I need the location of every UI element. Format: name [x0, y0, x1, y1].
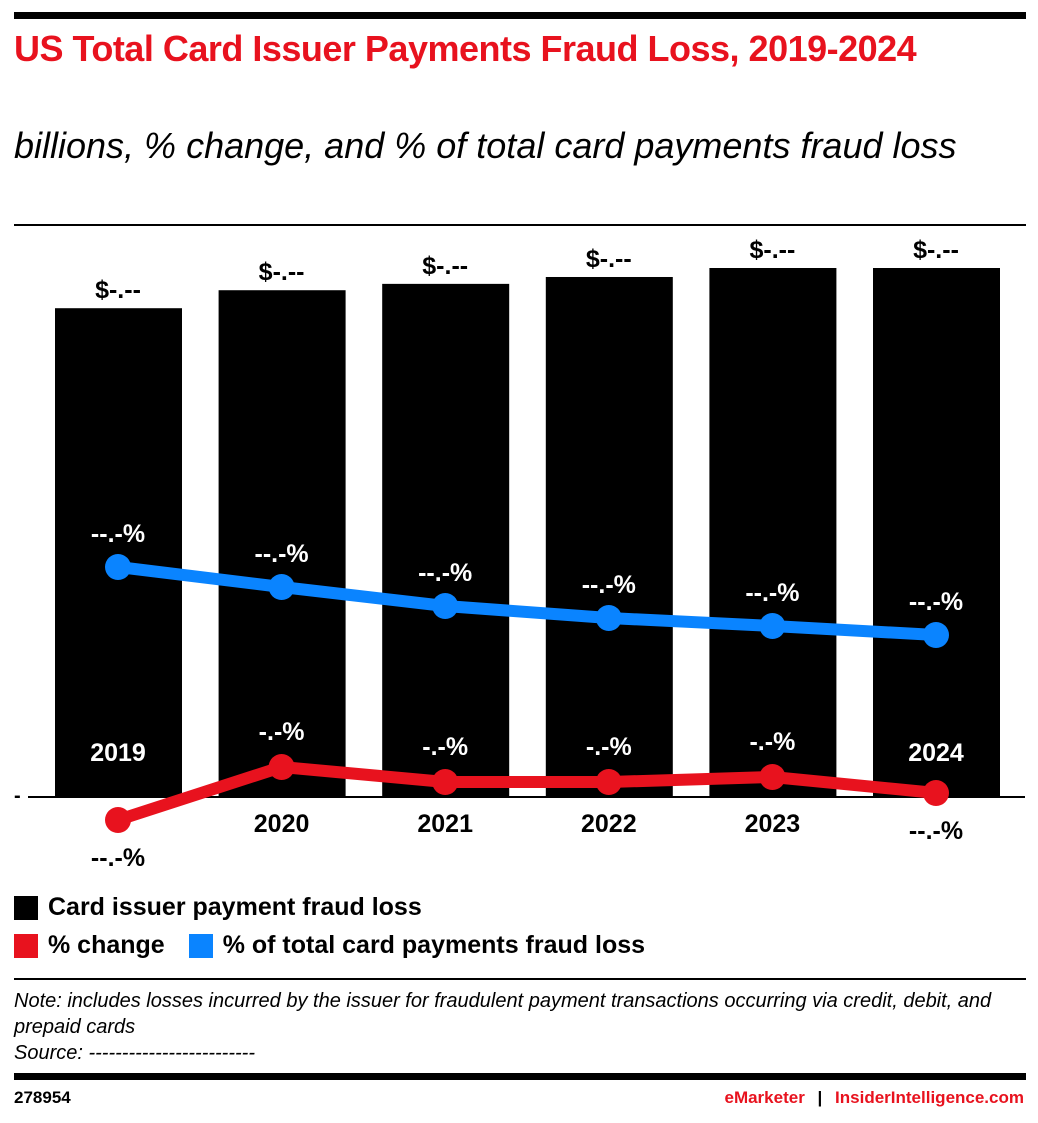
chart-subtitle: billions, % change, and % of total card … — [14, 125, 957, 166]
pct-total-data-label: --.-% — [255, 540, 309, 568]
pct-total-point — [268, 574, 295, 600]
chart-note: Note: includes losses incurred by the is… — [14, 988, 1024, 1066]
bar-2024 — [873, 268, 1000, 797]
pct-change-point — [923, 780, 949, 806]
legend-item-bars: Card issuer payment fraud loss — [14, 893, 422, 922]
legend-swatch-pct-change — [14, 933, 38, 958]
pct-total-data-label: --.-% — [909, 588, 963, 616]
bar-value-label: $-.-- — [95, 276, 141, 304]
top-rule — [14, 12, 1026, 19]
x-tick-label: 2020 — [254, 810, 310, 838]
pct-total-point — [923, 622, 949, 648]
title-divider — [14, 224, 1026, 226]
legend-swatch-pct-total — [188, 933, 213, 958]
pct-change-data-label: -.-% — [749, 728, 795, 756]
pct-total-point — [759, 613, 786, 639]
pct-change-point — [759, 764, 786, 790]
legend-label: % change — [48, 931, 165, 959]
legend-label: Card issuer payment fraud loss — [48, 893, 422, 921]
bar-value-label: $-.-- — [422, 252, 468, 280]
pct-total-data-label: --.-% — [418, 559, 472, 587]
legend-swatch-bars — [14, 895, 38, 920]
x-tick-label: 2024 — [908, 739, 964, 767]
bar-value-label: $-.-- — [259, 258, 305, 286]
pct-total-line — [117, 561, 937, 641]
pct-change-data-label: --.-% — [91, 844, 145, 872]
bar-value-label: $-.-- — [913, 236, 959, 264]
pct-change-point — [105, 807, 131, 833]
pct-change-data-label: --.-% — [909, 817, 963, 845]
legend-label: % of total card payments fraud loss — [222, 931, 646, 959]
pct-total-data-label: --.-% — [745, 579, 799, 607]
x-tick-label: 2021 — [417, 810, 473, 838]
x-tick-label: 2023 — [745, 810, 801, 838]
pct-total-data-label: --.-% — [582, 571, 636, 599]
bar-2023 — [709, 268, 837, 797]
pct-change-point — [432, 769, 459, 795]
chart-title: US Total Card Issuer Payments Fraud Loss… — [14, 28, 917, 69]
pct-change-data-label: -.-% — [259, 718, 305, 746]
note-divider — [14, 978, 1026, 980]
x-tick-label: 2019 — [90, 739, 146, 767]
pct-total-point — [595, 605, 622, 631]
legend-row-lines: % change % of total card payments fraud … — [14, 931, 645, 960]
bar-2019 — [55, 308, 182, 797]
y-tick-label: - — [14, 785, 21, 807]
pct-total-point — [105, 554, 131, 580]
x-tick-label: 2022 — [581, 810, 637, 838]
bar-2022 — [545, 276, 673, 797]
brand-insiderintelligence: InsiderIntelligence.com — [835, 1088, 1024, 1107]
pct-change-data-label: -.-% — [422, 733, 468, 761]
brand-separator: | — [817, 1088, 823, 1107]
chart-id: 278954 — [14, 1088, 71, 1107]
pct-change-point — [595, 769, 622, 795]
brand-emarketer: eMarketer — [724, 1088, 805, 1107]
pct-total-data-label: --.-% — [91, 520, 145, 548]
bottom-rule — [14, 1073, 1026, 1080]
pct-change-point — [268, 754, 295, 780]
brand-footer: eMarketer | InsiderIntelligence.com — [724, 1088, 1024, 1108]
combo-chart: $-.-- $-.-- $-.-- $-.-- $-.-- $-.-- - 2019 2020 2… — [14, 236, 1025, 872]
note-text: Note: includes losses incurred by the is… — [14, 990, 992, 1038]
bar-value-label: $-.-- — [749, 236, 795, 264]
bar-2021 — [382, 283, 510, 797]
pct-change-data-label: -.-% — [586, 733, 632, 761]
bar-2020 — [218, 290, 346, 797]
pct-total-point — [432, 593, 459, 619]
bar-value-label: $-.-- — [586, 245, 632, 273]
source-text: Source: ------------------------- — [14, 1042, 255, 1064]
pct-change-line — [116, 761, 937, 826]
